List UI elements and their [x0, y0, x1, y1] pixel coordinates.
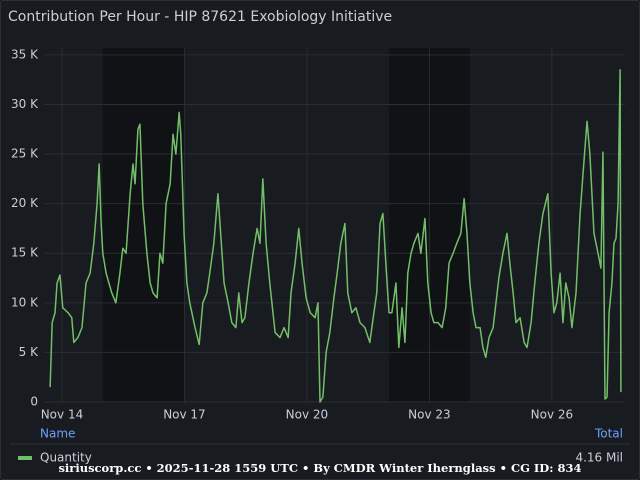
y-tick-label: 30 K: [11, 97, 39, 111]
x-tick-label: Nov 23: [408, 408, 451, 422]
x-tick-label: Nov 26: [531, 408, 574, 422]
legend-header: Name: [40, 427, 75, 441]
footer: siriuscorp.cc • 2025-11-28 1559 UTC • By…: [58, 461, 581, 475]
data-line: [49, 69, 622, 403]
y-tick-label: 10 K: [11, 295, 39, 309]
legend-label: Quantity: [40, 451, 92, 465]
legend-total: 4.16 Mil: [575, 451, 623, 465]
time-band: [102, 48, 185, 402]
chart-title: Contribution Per Hour - HIP 87621 Exobio…: [8, 9, 392, 25]
x-tick-label: Nov 14: [41, 408, 84, 422]
y-tick-label: 25 K: [11, 147, 39, 161]
legend-header: Total: [594, 427, 623, 441]
x-tick-label: Nov 20: [286, 408, 329, 422]
x-tick-label: Nov 17: [163, 408, 206, 422]
y-tick-label: 35 K: [11, 47, 39, 61]
y-tick-label: 0: [30, 395, 38, 409]
y-tick-label: 20 K: [11, 196, 39, 210]
y-tick-label: 15 K: [11, 246, 39, 260]
y-tick-label: 5 K: [19, 345, 39, 359]
